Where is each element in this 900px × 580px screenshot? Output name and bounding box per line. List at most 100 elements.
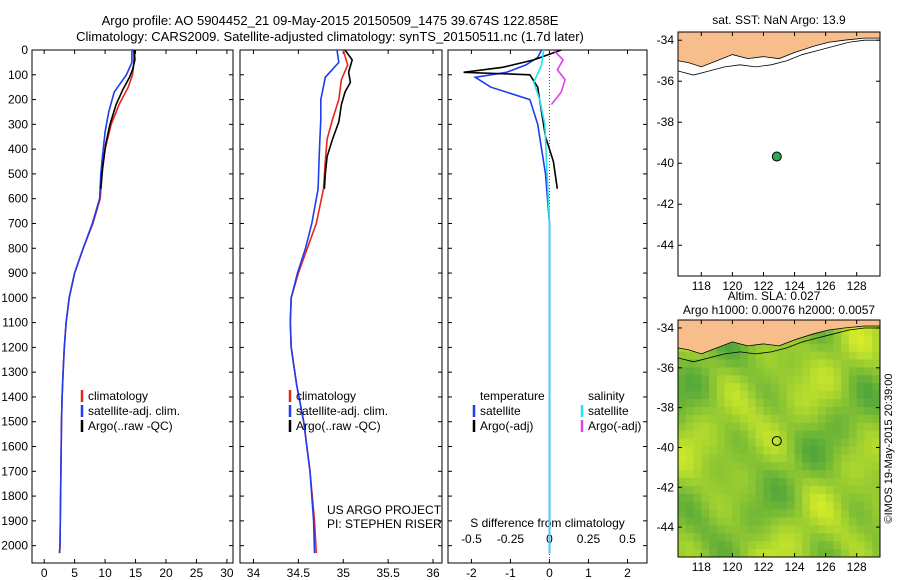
sla-cell	[685, 533, 695, 542]
sla-cell	[709, 533, 718, 542]
sla-cell	[709, 422, 718, 432]
sla-cell	[810, 470, 819, 479]
sla-cell	[701, 470, 710, 479]
sla-cell	[872, 399, 880, 408]
sla-cell	[709, 375, 718, 384]
sla-cell	[732, 414, 741, 424]
sla-cell	[740, 509, 749, 519]
sla-cell	[794, 470, 803, 479]
sla-cell	[786, 462, 796, 471]
sla-cell	[864, 462, 873, 471]
sla-cell	[786, 399, 796, 408]
sla-cell	[825, 359, 834, 368]
sla-cell	[709, 359, 718, 368]
sla-cell	[794, 359, 803, 368]
sla-cell	[747, 367, 757, 376]
sla-cell	[763, 509, 772, 519]
sla-cell	[848, 406, 858, 416]
sla-cell	[779, 399, 788, 408]
sla-cell	[701, 391, 710, 400]
sla-cell	[685, 501, 695, 511]
sla-cell	[810, 525, 819, 534]
sla-cell	[724, 438, 733, 447]
sla-cell	[678, 478, 687, 487]
sla-cell	[763, 549, 772, 557]
sla-cell	[709, 549, 718, 557]
sla-cell	[693, 422, 702, 432]
sla-cell	[817, 422, 827, 432]
sla-cell	[763, 422, 772, 432]
sla-cell	[841, 462, 850, 471]
sla-cell	[802, 446, 811, 455]
sla-cell	[786, 359, 796, 368]
sla-cell	[810, 430, 819, 440]
sla-cell	[763, 359, 772, 368]
x-tick-label: 34.5	[287, 566, 311, 580]
sla-cell	[685, 493, 695, 503]
sla-cell	[864, 533, 873, 542]
sla-cell	[701, 406, 710, 416]
sla-cell	[856, 478, 866, 487]
sla-cell	[856, 509, 866, 519]
sla-cell	[755, 446, 765, 455]
sla-cell	[693, 375, 702, 384]
sla-cell	[864, 541, 873, 550]
sla-cell	[747, 375, 757, 384]
sla-cell	[701, 501, 710, 511]
sla-cell	[872, 327, 880, 337]
sla-cell	[701, 351, 710, 361]
sla-cell	[817, 383, 827, 392]
x-tick-label: 36	[426, 566, 440, 580]
sla-cell	[685, 399, 695, 408]
sla-cell	[810, 517, 819, 526]
sla-cell	[771, 414, 780, 424]
sla-cell	[825, 367, 834, 376]
sla-cell	[794, 517, 803, 526]
sla-cell	[841, 517, 850, 526]
y-tick-label: -40	[657, 440, 675, 454]
sla-cell	[794, 383, 803, 392]
sla-cell	[856, 462, 866, 471]
sla-cell	[841, 493, 850, 503]
sla-cell	[802, 533, 811, 542]
sla-cell	[747, 430, 757, 440]
sla-cell	[771, 399, 780, 408]
sla-cell	[747, 351, 757, 361]
sla-cell	[755, 493, 765, 503]
sla-cell	[817, 485, 827, 495]
sla-cell	[856, 383, 866, 392]
sla-cell	[732, 478, 741, 487]
sla-cell	[817, 343, 827, 353]
sla-cell	[701, 485, 710, 495]
sla-cell	[763, 430, 772, 440]
legend-label: Argo(-adj)	[588, 419, 641, 433]
sla-cell	[802, 383, 811, 392]
sla-cell	[724, 541, 733, 550]
sla-cell	[740, 470, 749, 479]
sla-cell	[732, 430, 741, 440]
sla-cell	[763, 375, 772, 384]
sla-cell	[740, 454, 749, 463]
y-tick-label: -38	[657, 401, 675, 415]
sla-cell	[678, 493, 687, 503]
sla-cell	[709, 367, 718, 376]
sla-cell	[763, 541, 772, 550]
sla-cell	[872, 359, 880, 368]
sla-cell	[701, 367, 710, 376]
x-tick-label: 10	[98, 566, 112, 580]
sla-cell	[833, 375, 842, 384]
sla-cell	[802, 509, 811, 519]
sla-cell	[747, 549, 757, 557]
x-tick-label: 15	[129, 566, 143, 580]
sla-cell	[872, 430, 880, 440]
sla-cell	[771, 525, 780, 534]
sla-cell	[740, 351, 749, 361]
sla-cell	[763, 399, 772, 408]
sla-cell	[701, 541, 710, 550]
y-tick-label: 900	[8, 266, 28, 280]
sla-cell	[732, 383, 741, 392]
y-tick-label: -34	[657, 321, 675, 335]
sla-cell	[786, 549, 796, 557]
sla-cell	[763, 383, 772, 392]
argo-position-marker	[771, 435, 782, 446]
